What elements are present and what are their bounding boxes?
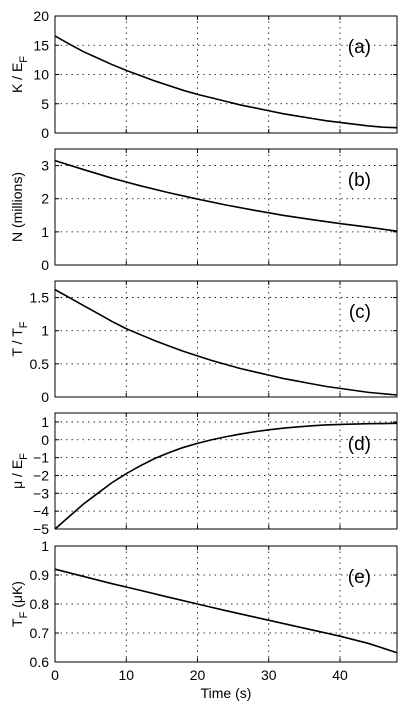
y-tick-label: 0.5 [30,356,50,372]
y-tick-label: 5 [41,96,49,112]
series-line [54,422,398,530]
x-tick-label: 10 [118,667,134,683]
x-axis-label: Time (s) [201,685,252,701]
y-tick-label: 0 [41,432,49,448]
panel-label: (e) [348,567,371,588]
plot-frame [54,148,398,266]
x-tick-label: 0 [51,667,59,683]
x-tick-label: 30 [261,667,277,683]
panel-e: 0.6 0.7 0.8 0.9 1 (e) TF (μK) 0 10 20 30 40 Time (s) [9,538,398,701]
series-line [54,159,398,232]
y-axis-label: K / EF [9,56,30,93]
x-tick-label: 40 [332,667,348,683]
y-tick-label: 0 [41,389,49,405]
y-tick-label: 3 [41,158,49,174]
panel-d: −5 −4 −3 −2−1 0 1 (d) μ / EF [9,412,398,537]
panel-label: (a) [348,37,371,58]
y-tick-label: 0 [41,257,49,273]
y-tick-label: −1 [33,450,49,466]
y-tick-label: −2 [33,467,49,483]
y-axis-label: μ / EF [9,453,30,489]
plot-frame [54,15,398,134]
y-axis-label: TF (μK) [9,581,30,627]
y-tick-label: 1 [41,414,49,430]
plot-frame [54,280,398,398]
panel-label: (b) [348,170,371,191]
y-tick-label: 20 [33,8,49,24]
y-tick-label: 0.7 [30,625,50,641]
panel-c: 0 0.5 1 1.5 (c) T / TF [9,280,398,405]
y-axis-label: N (millions) [9,172,25,242]
panel-label: (c) [349,302,371,323]
y-tick-label: 0 [41,125,49,141]
panel-b: 0 1 2 3 (b) N (millions) [9,148,398,273]
series-line [54,288,398,396]
panel-a: 0 5 10 15 20 (a) K / EF [9,8,398,141]
series-line [54,35,398,129]
y-tick-label: 1.5 [30,290,50,306]
y-tick-label: 10 [33,67,49,83]
y-tick-label: 0.8 [30,596,50,612]
series-line [54,568,398,654]
y-tick-label: −5 [33,521,49,537]
y-tick-label: 2 [41,191,49,207]
y-tick-label: 1 [41,323,49,339]
y-tick-label: 1 [41,538,49,554]
y-tick-label: 0.6 [30,654,50,670]
y-tick-label: 1 [41,224,49,240]
y-axis-label: T / TF [9,321,30,356]
y-tick-label: −3 [33,485,49,501]
plot-frame [54,412,398,530]
y-tick-label: 0.9 [30,567,50,583]
y-tick-label: 15 [33,37,49,53]
y-tick-label: −4 [33,503,49,519]
x-tick-label: 20 [190,667,206,683]
plot-frame [54,545,398,663]
panel-label: (d) [348,434,371,455]
